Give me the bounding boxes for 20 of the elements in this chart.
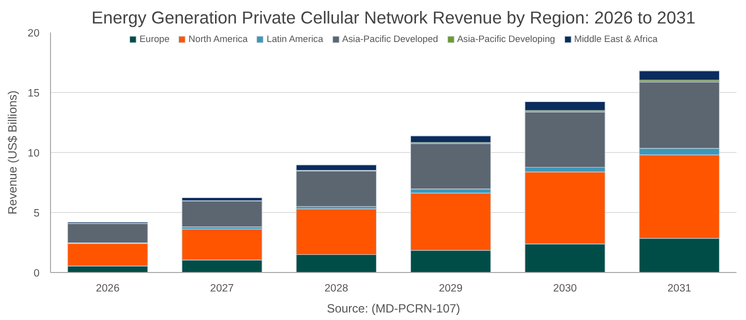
x-tick-label: 2030 [553,282,577,294]
legend-label: Asia-Pacific Developed [342,34,438,44]
chart-title: Energy Generation Private Cellular Network Revenue by Region: 2026 to 2031 [92,8,696,28]
source-note: Source: (MD-PCRN-107) [326,302,460,316]
x-tick-label: 2029 [438,282,463,294]
y-tick-label: 20 [28,28,40,40]
y-tick-label: 10 [28,148,40,160]
legend-label: Europe [139,34,170,44]
legend-label: Asia-Pacific Developing [457,34,556,44]
legend-label: North America [188,34,248,44]
x-tick-label: 2028 [324,282,348,294]
y-tick-label: 0 [34,268,40,280]
legend-label: Latin America [266,34,324,44]
legend-label: Middle East & Africa [574,34,658,44]
y-tick-label: 15 [28,88,40,100]
x-tick-label: 2026 [96,282,120,294]
y-axis-title: Revenue (US$ Billions) [6,90,20,215]
x-tick-label: 2027 [210,282,234,294]
x-tick-label: 2031 [667,282,692,294]
y-tick-label: 5 [34,208,40,220]
